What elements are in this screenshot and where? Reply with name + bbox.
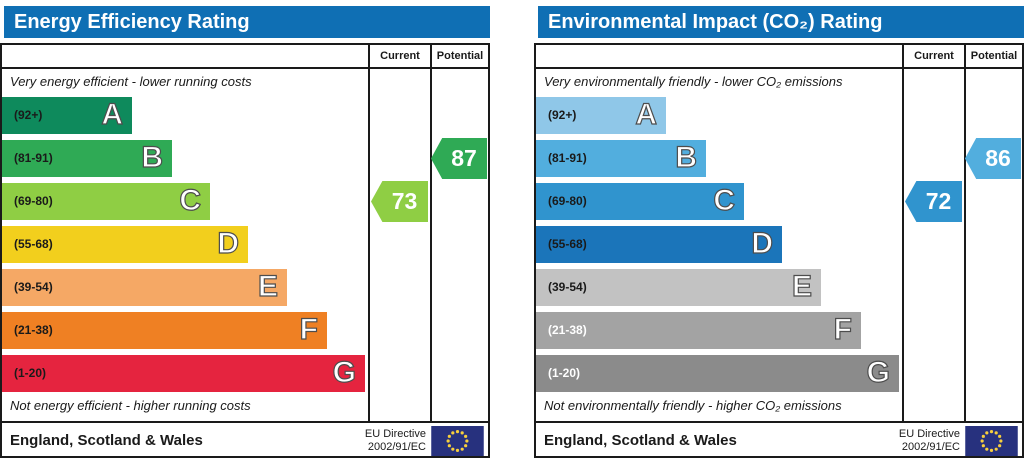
header-underline (2, 67, 488, 69)
potential-rating-arrow: 87 (431, 138, 487, 179)
band-range-label: (69-80) (14, 194, 53, 208)
band-letter: C (713, 183, 736, 217)
current-column-header: Current (914, 50, 954, 62)
epc-band-row-e: (39-54) E (2, 269, 287, 306)
eu-directive-line2: 2002/91/EC (901, 441, 960, 453)
potential-column-header: Potential (436, 50, 484, 62)
panel-footer: England, Scotland & Wales EU Directive 2… (536, 421, 1022, 458)
band-letter: F (833, 312, 853, 346)
epc-band-row-d: (55-68) D (2, 226, 248, 263)
region-label: England, Scotland & Wales (10, 432, 203, 449)
band-letter: E (257, 269, 278, 303)
epc-band-row-g: (1-20) G (536, 355, 899, 392)
region-label: England, Scotland & Wales (544, 432, 737, 449)
co2-panel-title: Environmental Impact (CO₂) Rating (538, 6, 1024, 38)
epc-band-row-c: (69-80) C (2, 183, 210, 220)
current-rating-value: 73 (391, 188, 418, 214)
epc-band-row-b: (81-91) B (536, 140, 706, 177)
eu-directive-label: EU Directive 2002/91/EC (365, 428, 426, 454)
epc-band-row-e: (39-54) E (536, 269, 821, 306)
eu-directive-line1: EU Directive (898, 428, 960, 440)
band-letter: B (675, 140, 698, 174)
band-range-label: (92+) (548, 108, 577, 122)
epc-band-row-b: (81-91) B (2, 140, 172, 177)
band-letter: D (217, 226, 240, 260)
energy-efficiency-panel: Energy Efficiency Rating Current Potenti… (0, 0, 490, 460)
band-letter: C (179, 183, 202, 217)
eu-directive-line2: 2002/91/EC (367, 441, 426, 453)
band-letter: E (791, 269, 812, 303)
epc-band-row-g: (1-20) G (2, 355, 365, 392)
eu-flag-icon (965, 426, 1018, 456)
current-rating-value: 72 (925, 188, 952, 214)
top-note: Very energy efficient - lower running co… (10, 74, 252, 89)
energy-panel-title: Energy Efficiency Rating (4, 6, 490, 38)
band-range-label: (21-38) (548, 323, 587, 337)
potential-column-divider (964, 45, 966, 421)
band-range-label: (21-38) (14, 323, 53, 337)
current-rating-arrow: 73 (371, 181, 428, 222)
band-letter: D (751, 226, 774, 260)
band-letter: A (635, 97, 658, 131)
potential-rating-arrow: 86 (965, 138, 1021, 179)
potential-column-divider (430, 45, 432, 421)
band-range-label: (55-68) (548, 237, 587, 251)
band-letter: G (866, 355, 891, 389)
header-underline (536, 67, 1022, 69)
bottom-note: Not environmentally friendly - higher CO… (544, 398, 842, 413)
epc-band-row-a: (92+) A (2, 97, 132, 134)
potential-rating-value: 86 (985, 145, 1011, 171)
eu-directive-line1: EU Directive (364, 428, 426, 440)
band-letter: G (332, 355, 357, 389)
band-range-label: (1-20) (548, 366, 581, 380)
band-range-label: (92+) (14, 108, 43, 122)
band-range-label: (69-80) (548, 194, 587, 208)
panel-footer: England, Scotland & Wales EU Directive 2… (2, 421, 488, 458)
epc-band-row-f: (21-38) F (2, 312, 327, 349)
energy-chart-box: Current Potential Very energy efficient … (0, 43, 490, 458)
epc-band-row-a: (92+) A (536, 97, 666, 134)
potential-column-header: Potential (970, 50, 1018, 62)
band-range-label: (39-54) (548, 280, 587, 294)
potential-rating-value: 87 (451, 145, 477, 171)
band-letter: F (299, 312, 319, 346)
eu-directive-label: EU Directive 2002/91/EC (899, 428, 960, 454)
band-letter: A (101, 97, 124, 131)
current-column-divider (368, 45, 370, 421)
top-note: Very environmentally friendly - lower CO… (544, 74, 843, 89)
bottom-note: Not energy efficient - higher running co… (10, 398, 251, 413)
environmental-impact-panel: Environmental Impact (CO₂) Rating Curren… (534, 0, 1024, 460)
epc-band-row-c: (69-80) C (536, 183, 744, 220)
band-range-label: (39-54) (14, 280, 53, 294)
co2-chart-box: Current Potential Very environmentally f… (534, 43, 1024, 458)
current-column-divider (902, 45, 904, 421)
eu-flag-icon (431, 426, 484, 456)
band-range-label: (81-91) (548, 151, 587, 165)
epc-band-row-f: (21-38) F (536, 312, 861, 349)
band-range-label: (55-68) (14, 237, 53, 251)
epc-band-row-d: (55-68) D (536, 226, 782, 263)
band-range-label: (1-20) (14, 366, 47, 380)
band-letter: B (141, 140, 164, 174)
current-column-header: Current (380, 50, 420, 62)
current-rating-arrow: 72 (905, 181, 962, 222)
band-range-label: (81-91) (14, 151, 53, 165)
